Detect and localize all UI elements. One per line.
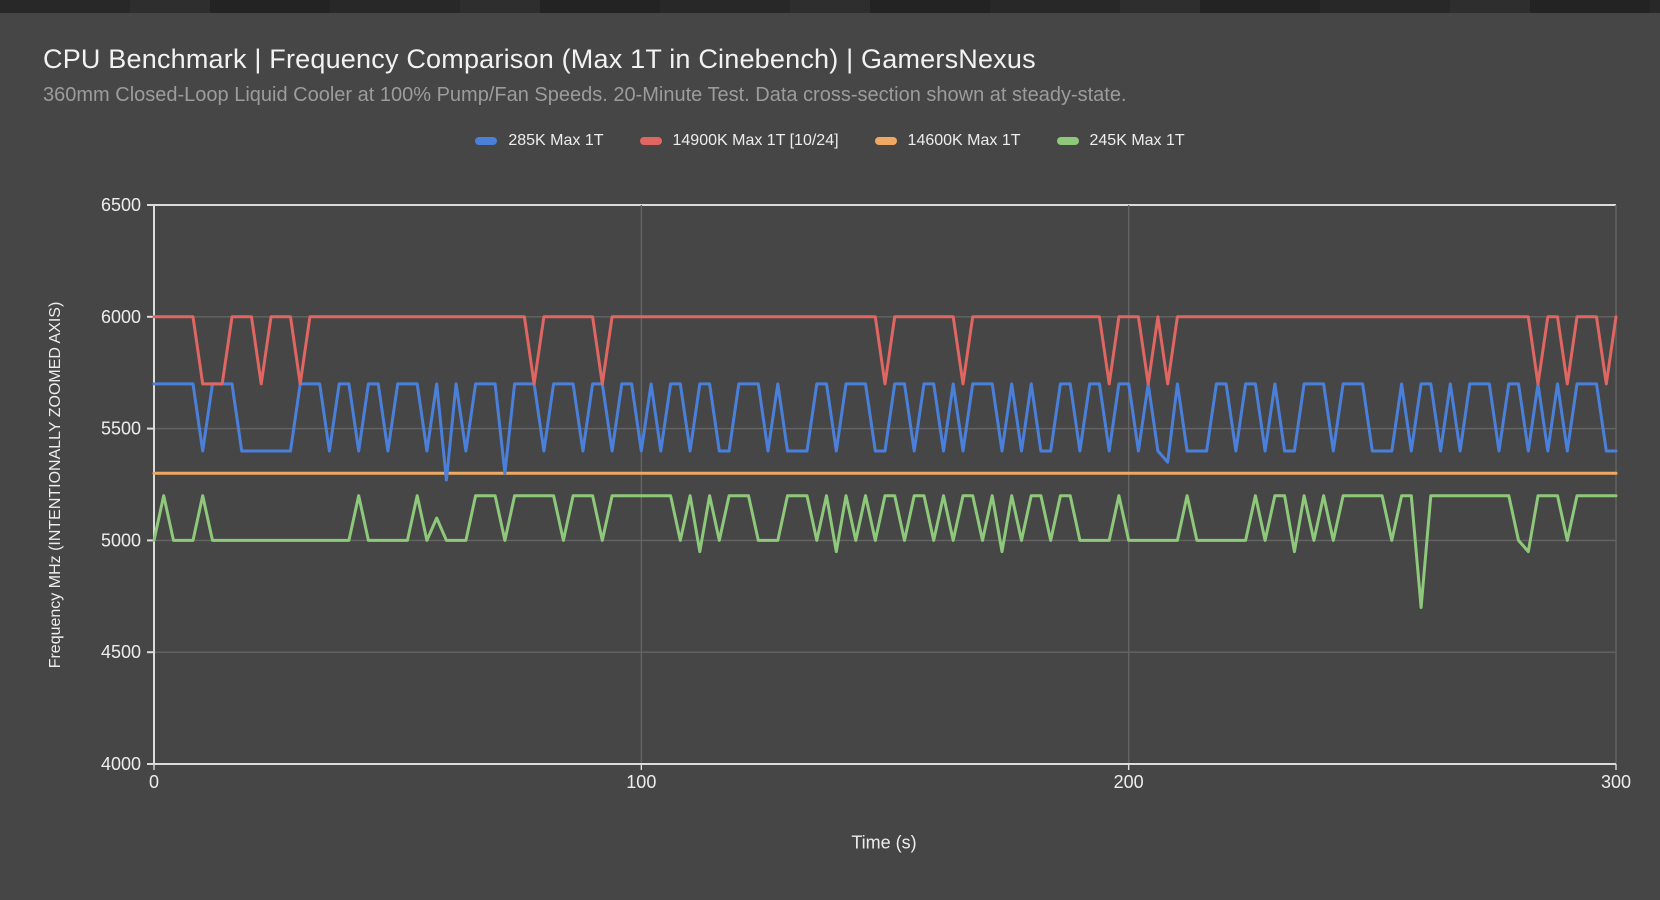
legend-swatch-14600k-max-1t (874, 137, 897, 145)
legend-item-245k-max-1t: 245K Max 1T (1056, 132, 1185, 150)
chart-title: CPU Benchmark | Frequency Comparison (Ma… (43, 44, 1036, 74)
x-tick-label-0: 0 (149, 772, 159, 792)
legend-label-245k-max-1t: 245K Max 1T (1089, 132, 1185, 149)
legend: 285K Max 1T 14900K Max 1T [10/24] 14600K M… (0, 132, 1660, 150)
series-line-14900k-max-1t-10-24 (152, 315, 1618, 386)
y-tick-label-6000: 6000 (101, 307, 141, 327)
series-line-285k-max-1t (152, 382, 1618, 482)
top-bar (0, 0, 1660, 13)
x-axis-title: Time (s) (851, 832, 917, 853)
y-tick-label-6500: 6500 (101, 195, 141, 215)
legend-swatch-14900k-max-1t-10-24 (639, 137, 662, 145)
series-line-245k-max-1t (152, 494, 1618, 609)
legend-swatch-285k-max-1t (475, 137, 498, 145)
x-tick-label-200: 200 (1114, 772, 1144, 792)
chart-subtitle: 360mm Closed-Loop Liquid Cooler at 100% … (43, 84, 1127, 106)
legend-item-14600k-max-1t: 14600K Max 1T (874, 132, 1021, 150)
x-tick-label-300: 300 (1601, 772, 1631, 792)
legend-item-285k-max-1t: 285K Max 1T (475, 132, 604, 150)
legend-label-285k-max-1t: 285K Max 1T (508, 132, 604, 149)
y-tick-label-4000: 4000 (101, 754, 141, 774)
legend-label-14600k-max-1t: 14600K Max 1T (907, 132, 1021, 149)
x-tick-label-100: 100 (626, 772, 656, 792)
y-tick-label-4500: 4500 (101, 642, 141, 662)
legend-label-14900k-max-1t-10-24: 14900K Max 1T [10/24] (672, 132, 839, 149)
y-tick-label-5500: 5500 (101, 419, 141, 439)
legend-item-14900k-max-1t-10-24: 14900K Max 1T [10/24] (639, 132, 839, 150)
legend-swatch-245k-max-1t (1056, 137, 1079, 145)
y-tick-label-5000: 5000 (101, 530, 141, 550)
